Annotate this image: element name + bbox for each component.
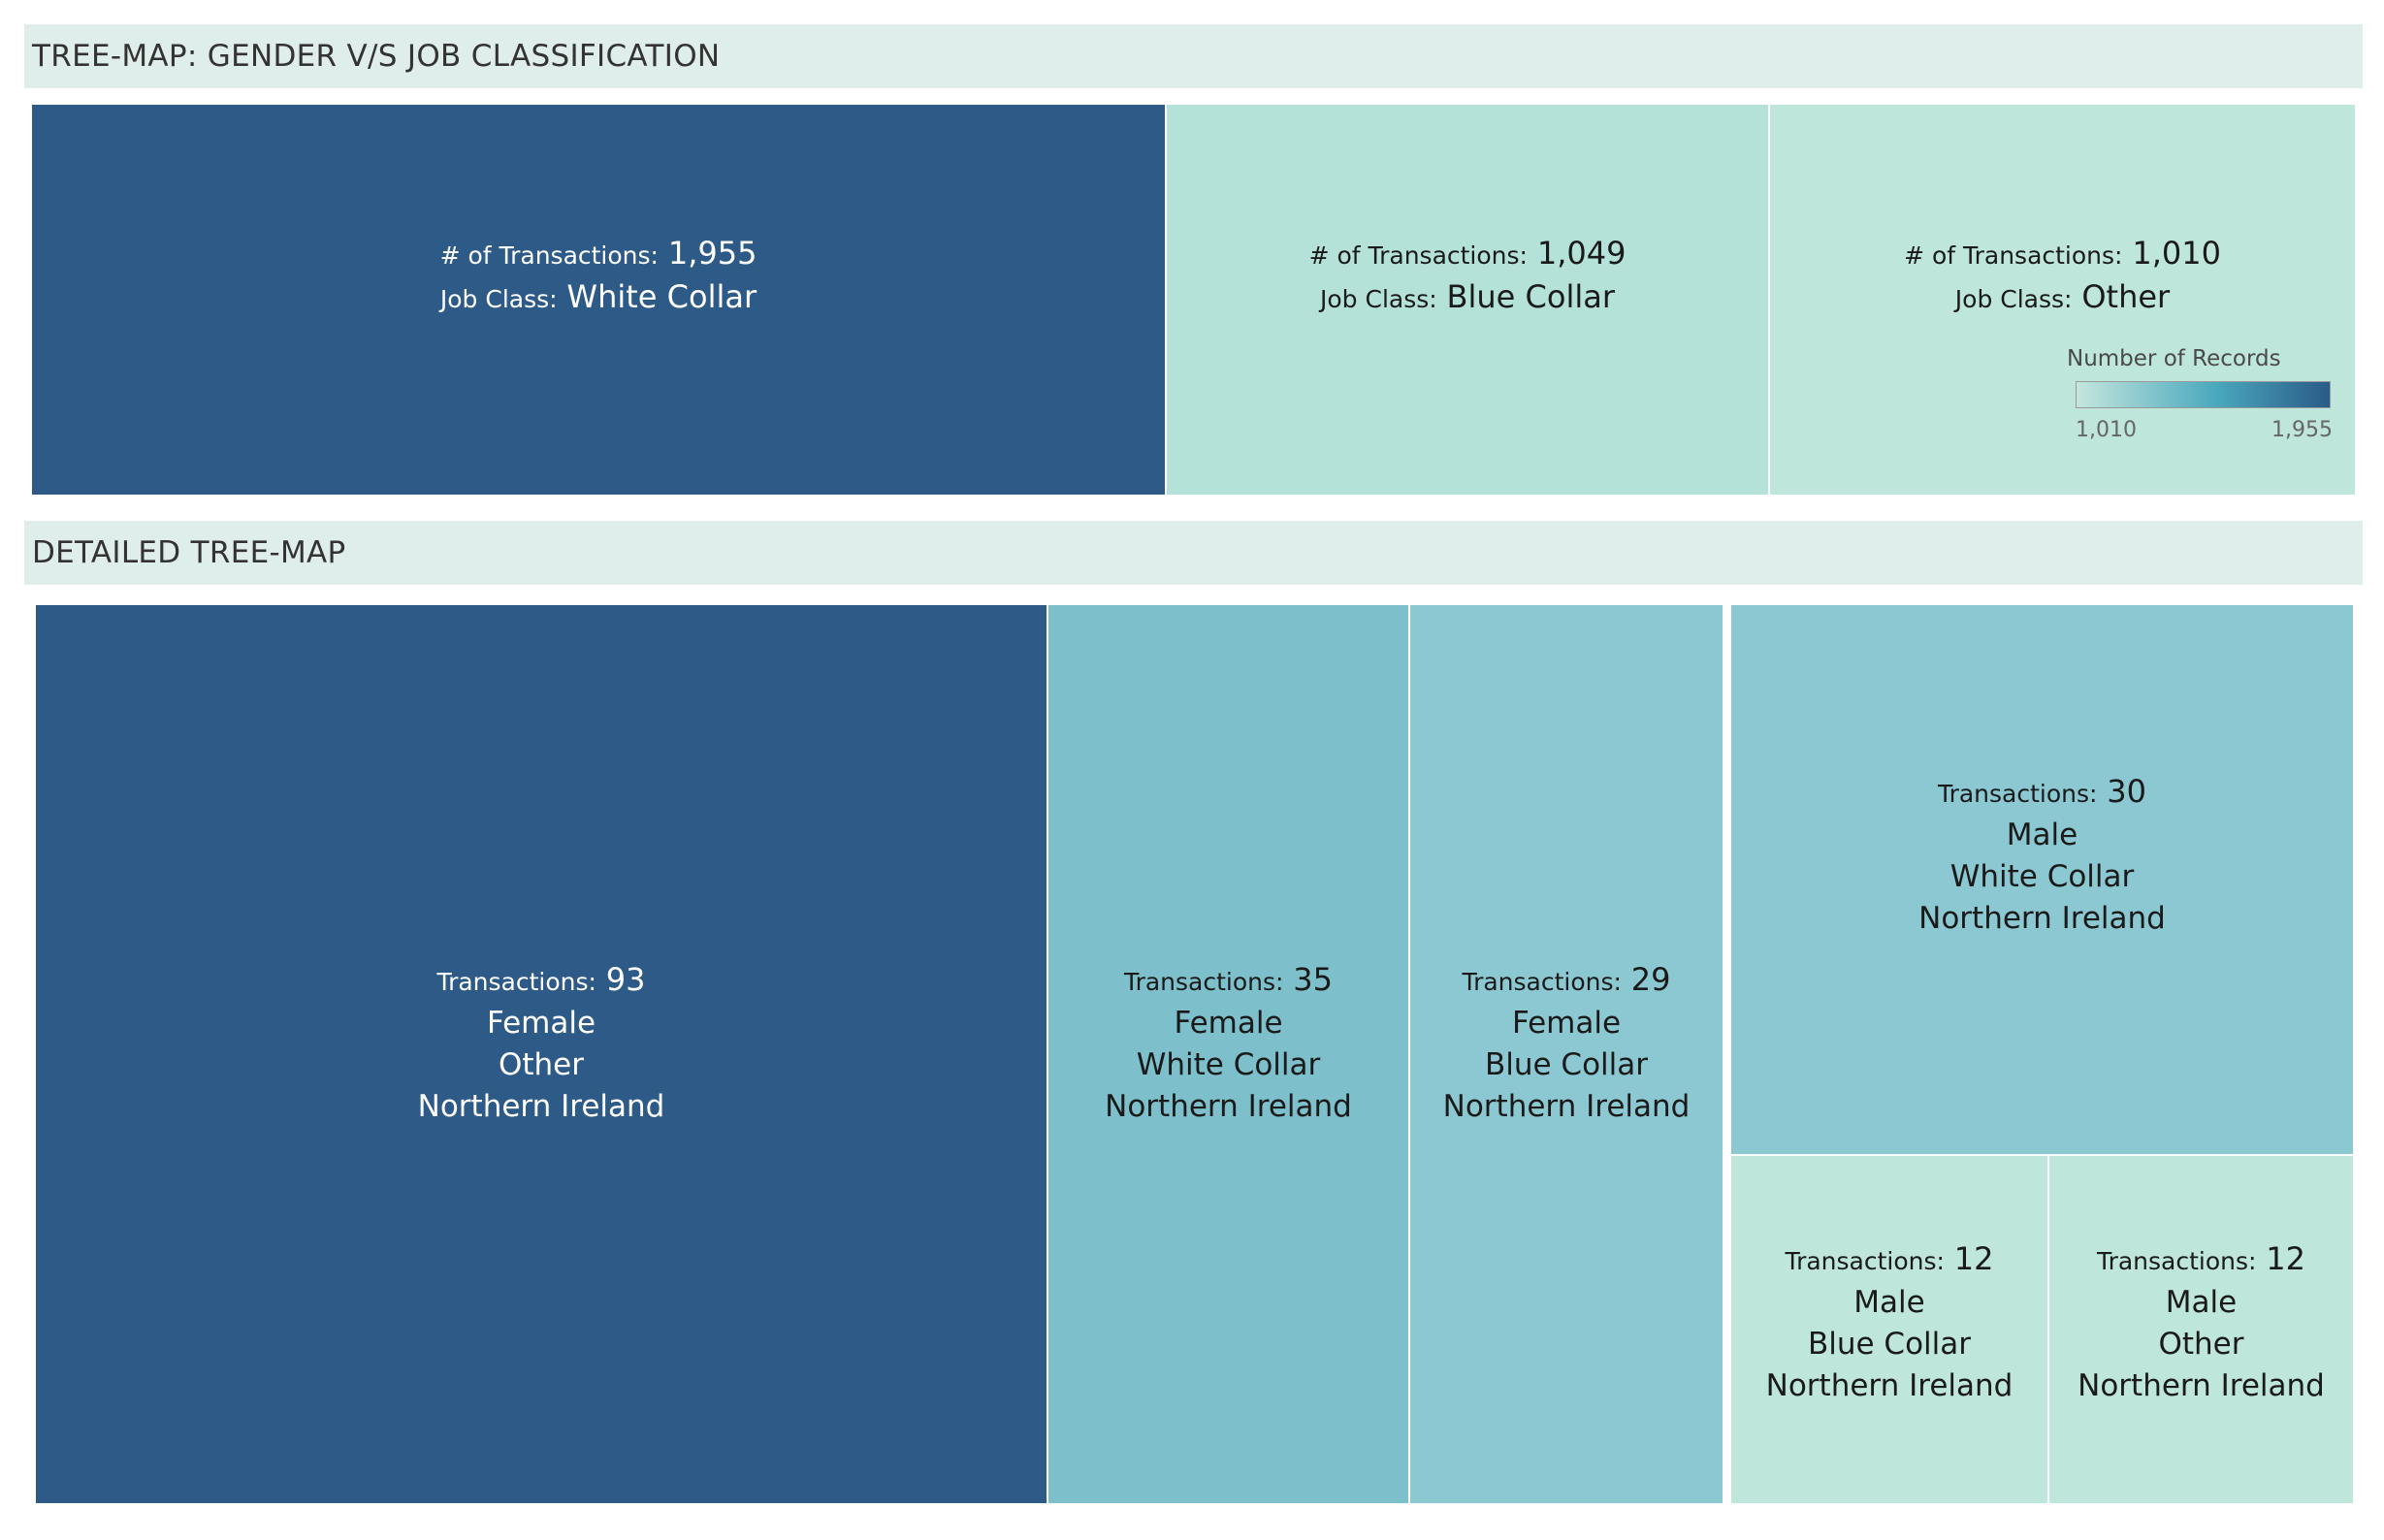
transactions-line: # of Transactions: 1,049 bbox=[1309, 233, 1627, 276]
job-class-line: Job Class: Blue Collar bbox=[1320, 276, 1615, 320]
transactions-line: # of Transactions: 1,010 bbox=[1904, 233, 2221, 276]
region-line: Northern Ireland bbox=[1918, 898, 2166, 940]
transactions-value: 29 bbox=[1630, 961, 1671, 998]
legend-max-label: 1,955 bbox=[2271, 418, 2333, 442]
transactions-value: 35 bbox=[1293, 961, 1334, 998]
gender-value: Male bbox=[2165, 1285, 2238, 1320]
detailed-treemap-title: DETAILED TREE-MAP bbox=[24, 521, 2363, 585]
transactions-value: 12 bbox=[1953, 1240, 1994, 1277]
legend-title: Number of Records bbox=[2067, 346, 2281, 371]
gender-value: Female bbox=[486, 1006, 596, 1041]
job-class-line: Blue Collar bbox=[1808, 1324, 1971, 1365]
region-value: Northern Ireland bbox=[2078, 1368, 2325, 1403]
region-line: Northern Ireland bbox=[2078, 1365, 2325, 1407]
transactions-line: Transactions: 30 bbox=[1938, 771, 2146, 815]
job-class-value: Other bbox=[498, 1047, 585, 1082]
transactions-label: Transactions: bbox=[1462, 968, 1622, 996]
region-value: Northern Ireland bbox=[1765, 1368, 2014, 1403]
gender-line: Male bbox=[2166, 1282, 2237, 1324]
treemap-cell[interactable]: Transactions: 30 Male White Collar Northern… bbox=[1731, 605, 2353, 1154]
job-class-value: White Collar bbox=[1136, 1047, 1321, 1082]
transactions-line: Transactions: 12 bbox=[2097, 1238, 2305, 1282]
job-class-label: Job Class: bbox=[1954, 285, 2073, 313]
gender-line: Male bbox=[2007, 815, 2078, 856]
job-class-line: Job Class: Other bbox=[1955, 276, 2170, 320]
gender-line: Female bbox=[487, 1003, 596, 1044]
gender-value: Female bbox=[1511, 1006, 1622, 1041]
transactions-label: # of Transactions: bbox=[439, 241, 659, 270]
job-class-value: Blue Collar bbox=[1807, 1327, 1972, 1362]
job-class-value: White Collar bbox=[1949, 859, 2135, 894]
transactions-label: # of Transactions: bbox=[1308, 241, 1528, 270]
job-class-value: Blue Collar bbox=[1484, 1047, 1649, 1082]
transactions-line: Transactions: 93 bbox=[436, 959, 645, 1003]
legend-min-label: 1,010 bbox=[2076, 418, 2137, 442]
job-class-treemap: # of Transactions: 1,955 Job Class: White… bbox=[32, 105, 2355, 495]
job-class-label: Job Class: bbox=[1320, 285, 1437, 313]
transactions-label: Transactions: bbox=[2096, 1247, 2257, 1275]
transactions-value: 1,955 bbox=[667, 235, 757, 272]
treemap-cell[interactable]: Transactions: 93 Female Other Northern Irel… bbox=[36, 605, 1047, 1503]
treemap-cell[interactable]: # of Transactions: 1,049 Job Class: Blue … bbox=[1167, 105, 1768, 495]
job-class-value: White Collar bbox=[566, 278, 757, 315]
job-class-value: Blue Collar bbox=[1446, 278, 1615, 315]
region-value: Northern Ireland bbox=[1442, 1089, 1691, 1124]
job-class-line: White Collar bbox=[1950, 856, 2135, 898]
transactions-label: Transactions: bbox=[1937, 780, 2098, 808]
gender-value: Female bbox=[1174, 1006, 1283, 1041]
job-class-line: Job Class: White Collar bbox=[440, 276, 757, 320]
transactions-label: # of Transactions: bbox=[1904, 241, 2123, 270]
treemap-cell[interactable]: Transactions: 35 Female White Collar Northe… bbox=[1048, 605, 1408, 1503]
region-line: Northern Ireland bbox=[1105, 1086, 1352, 1128]
color-legend: Number of Records 1,010 1,955 bbox=[2067, 346, 2338, 453]
job-class-label: Job Class: bbox=[439, 285, 558, 313]
region-line: Northern Ireland bbox=[1443, 1086, 1691, 1128]
transactions-line: Transactions: 35 bbox=[1124, 959, 1333, 1003]
transactions-value: 30 bbox=[2107, 773, 2147, 810]
gender-value: Male bbox=[2006, 818, 2078, 852]
transactions-value: 12 bbox=[2266, 1240, 2306, 1277]
region-line: Northern Ireland bbox=[418, 1086, 665, 1128]
region-line: Northern Ireland bbox=[1766, 1365, 2014, 1407]
job-class-value: Other bbox=[2081, 278, 2171, 315]
transactions-value: 1,010 bbox=[2132, 235, 2221, 272]
transactions-label: Transactions: bbox=[1123, 968, 1284, 996]
treemap-cell[interactable]: Transactions: 12 Male Blue Collar Northern … bbox=[1731, 1156, 2047, 1503]
transactions-line: Transactions: 29 bbox=[1462, 959, 1670, 1003]
gender-line: Female bbox=[1174, 1003, 1282, 1044]
treemap-title: TREE-MAP: GENDER V/S JOB CLASSIFICATION bbox=[24, 24, 2363, 88]
gender-line: Male bbox=[1853, 1282, 1924, 1324]
treemap-cell[interactable]: # of Transactions: 1,010 Job Class: Other bbox=[1770, 105, 2355, 495]
job-class-line: Other bbox=[2158, 1324, 2243, 1365]
treemap-cell[interactable]: Transactions: 12 Male Other Northern Irelan… bbox=[2049, 1156, 2353, 1503]
transactions-line: # of Transactions: 1,955 bbox=[440, 233, 757, 276]
transactions-value: 93 bbox=[605, 961, 646, 998]
transactions-value: 1,049 bbox=[1536, 235, 1627, 272]
treemap-cell[interactable]: Transactions: 29 Female Blue Collar Norther… bbox=[1410, 605, 1723, 1503]
job-class-line: Other bbox=[499, 1044, 584, 1086]
detailed-treemap: Transactions: 93 Female Other Northern Irel… bbox=[36, 605, 2353, 1503]
transactions-label: Transactions: bbox=[436, 968, 596, 996]
treemap-cell[interactable]: # of Transactions: 1,955 Job Class: White… bbox=[32, 105, 1165, 495]
region-value: Northern Ireland bbox=[1105, 1089, 1352, 1124]
job-class-value: Other bbox=[2158, 1327, 2244, 1362]
legend-gradient-bar bbox=[2076, 381, 2331, 408]
transactions-label: Transactions: bbox=[1785, 1247, 1945, 1275]
gender-value: Male bbox=[1853, 1285, 1925, 1320]
job-class-line: White Collar bbox=[1137, 1044, 1321, 1086]
transactions-line: Transactions: 12 bbox=[1785, 1238, 1993, 1282]
job-class-line: Blue Collar bbox=[1485, 1044, 1648, 1086]
region-value: Northern Ireland bbox=[1918, 901, 2166, 936]
region-value: Northern Ireland bbox=[417, 1089, 665, 1124]
gender-line: Female bbox=[1512, 1003, 1621, 1044]
